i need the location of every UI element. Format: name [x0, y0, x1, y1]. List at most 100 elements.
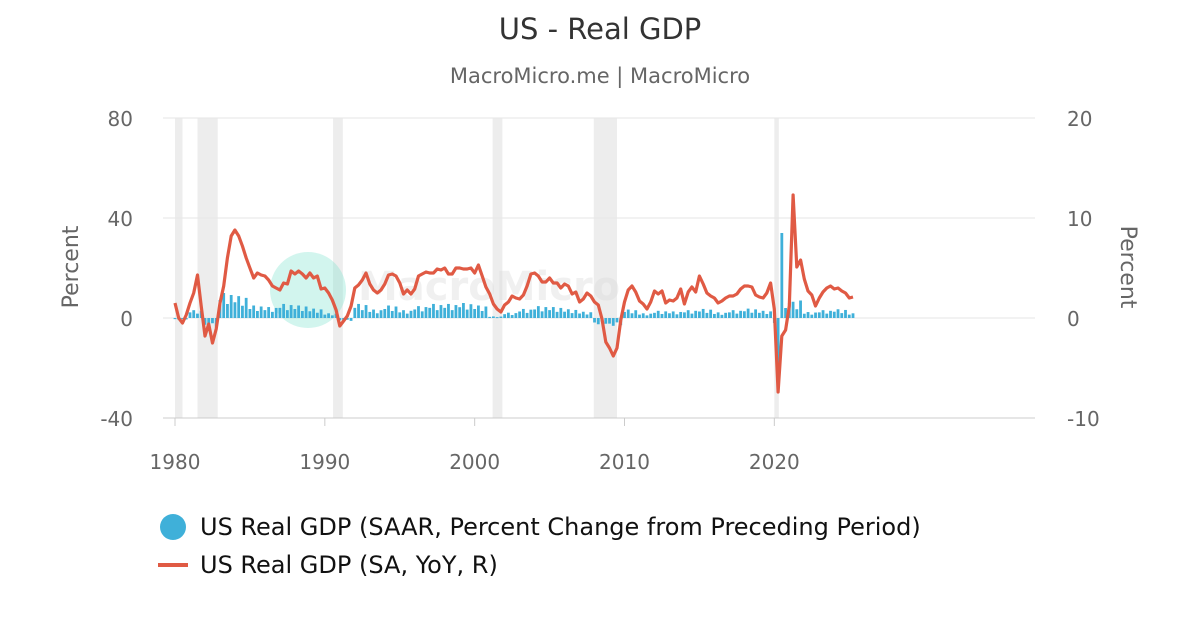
bar — [563, 311, 566, 318]
bar — [413, 309, 417, 318]
legend-item-line[interactable]: US Real GDP (SA, YoY, R) — [158, 546, 921, 584]
bar — [327, 313, 330, 318]
bar — [256, 311, 259, 318]
bar — [686, 310, 690, 318]
bar — [731, 310, 735, 318]
bar — [312, 308, 315, 318]
x-tick-label: 1980 — [150, 450, 201, 474]
right-tick-label: 10 — [1067, 207, 1092, 231]
bar — [611, 318, 615, 326]
bar — [664, 311, 668, 318]
right-tick-label: 0 — [1067, 307, 1080, 331]
bar — [181, 318, 184, 319]
bar — [390, 311, 394, 318]
bar — [709, 309, 713, 318]
bar — [424, 307, 428, 318]
bar — [675, 314, 679, 318]
bar — [226, 304, 229, 318]
bar — [465, 309, 469, 318]
bar — [308, 311, 312, 318]
bar — [203, 318, 207, 325]
bar — [742, 311, 746, 318]
bar — [237, 296, 241, 318]
bar — [360, 310, 364, 318]
bar — [720, 314, 724, 318]
bar — [525, 312, 529, 318]
recession-band — [774, 118, 779, 418]
bar — [840, 313, 844, 318]
bar — [746, 308, 750, 318]
bar — [484, 306, 488, 318]
bar — [173, 318, 177, 320]
bar — [727, 312, 731, 318]
bar — [668, 313, 671, 318]
bar — [211, 318, 214, 324]
bar — [297, 305, 301, 318]
bar — [274, 307, 278, 318]
left-tick-label: 40 — [108, 207, 133, 231]
bar — [578, 313, 581, 318]
bar — [829, 310, 832, 318]
bar — [428, 307, 432, 318]
chart-title: US - Real GDP — [498, 12, 702, 46]
recession-band — [175, 118, 183, 418]
bar — [784, 308, 787, 318]
bar — [518, 311, 522, 318]
bar — [447, 303, 450, 318]
bar — [252, 305, 256, 318]
left-axis-label: Percent — [59, 225, 84, 308]
bar — [248, 309, 252, 318]
bar — [683, 312, 686, 318]
bar — [802, 313, 806, 318]
bar — [638, 314, 641, 318]
bar — [491, 316, 495, 318]
bar — [653, 312, 656, 318]
right-tick-label: -10 — [1067, 407, 1100, 431]
bar — [574, 309, 578, 318]
chart-subtitle: MacroMicro.me | MacroMicro — [449, 64, 751, 88]
bar — [417, 306, 420, 318]
bar — [315, 312, 319, 318]
bar — [405, 313, 409, 318]
bar — [345, 318, 349, 320]
bar — [259, 306, 263, 318]
bar — [806, 312, 810, 318]
bar — [282, 303, 286, 318]
recession-band — [197, 118, 218, 418]
bar — [694, 310, 698, 318]
bar — [765, 313, 769, 318]
bar — [244, 297, 248, 318]
bar — [278, 307, 282, 318]
axes: Percent Percent — [59, 225, 1140, 419]
bar — [323, 314, 327, 318]
bar — [540, 311, 544, 318]
bar — [330, 315, 334, 318]
bar — [548, 310, 551, 318]
bar — [690, 313, 694, 318]
bar — [533, 309, 537, 318]
bar — [353, 307, 357, 318]
left-tick-label: 80 — [108, 107, 133, 131]
bar — [229, 295, 233, 318]
bar — [514, 313, 518, 318]
bar — [192, 310, 196, 318]
bar — [679, 311, 683, 318]
bar — [761, 310, 765, 318]
bar — [349, 318, 353, 321]
bar — [589, 312, 593, 318]
bar — [724, 312, 728, 318]
legend-dot-icon — [160, 514, 186, 540]
bar — [817, 312, 821, 318]
x-tick-label: 1990 — [299, 450, 350, 474]
bar — [285, 310, 289, 318]
left-tick-label: -40 — [100, 407, 133, 431]
bar — [844, 309, 847, 318]
bar — [604, 318, 608, 324]
bar — [480, 311, 484, 318]
bar — [383, 309, 387, 318]
recession-band — [492, 118, 503, 418]
legend-item-bar[interactable]: US Real GDP (SAAR, Percent Change from P… — [160, 508, 921, 546]
line-series — [173, 193, 854, 394]
bar — [769, 311, 772, 318]
bar — [387, 305, 390, 318]
